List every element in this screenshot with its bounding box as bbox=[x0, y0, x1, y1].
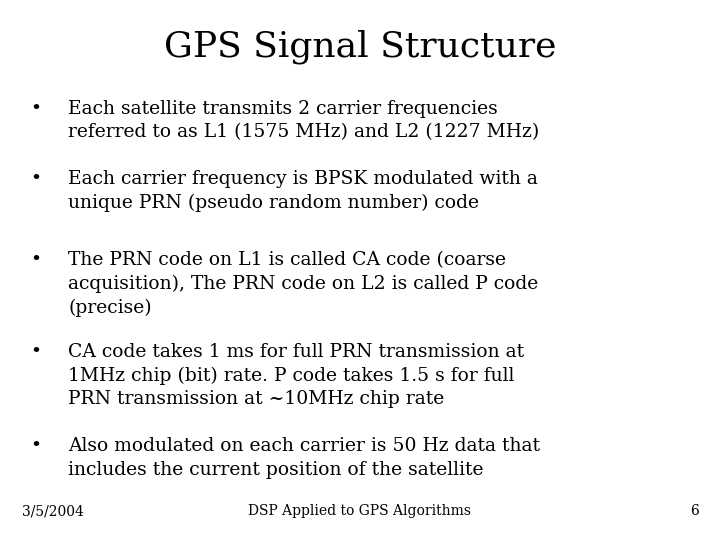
Text: GPS Signal Structure: GPS Signal Structure bbox=[163, 30, 557, 64]
Text: 3/5/2004: 3/5/2004 bbox=[22, 504, 84, 518]
Text: DSP Applied to GPS Algorithms: DSP Applied to GPS Algorithms bbox=[248, 504, 472, 518]
Text: •: • bbox=[30, 251, 42, 269]
Text: •: • bbox=[30, 437, 42, 455]
Text: •: • bbox=[30, 343, 42, 361]
Text: •: • bbox=[30, 170, 42, 188]
Text: Also modulated on each carrier is 50 Hz data that
includes the current position : Also modulated on each carrier is 50 Hz … bbox=[68, 437, 541, 479]
Text: •: • bbox=[30, 100, 42, 118]
Text: 6: 6 bbox=[690, 504, 698, 518]
Text: CA code takes 1 ms for full PRN transmission at
1MHz chip (bit) rate. P code tak: CA code takes 1 ms for full PRN transmis… bbox=[68, 343, 525, 408]
Text: The PRN code on L1 is called CA code (coarse
acquisition), The PRN code on L2 is: The PRN code on L1 is called CA code (co… bbox=[68, 251, 539, 317]
Text: Each carrier frequency is BPSK modulated with a
unique PRN (pseudo random number: Each carrier frequency is BPSK modulated… bbox=[68, 170, 539, 212]
Text: Each satellite transmits 2 carrier frequencies
referred to as L1 (1575 MHz) and : Each satellite transmits 2 carrier frequ… bbox=[68, 100, 540, 141]
